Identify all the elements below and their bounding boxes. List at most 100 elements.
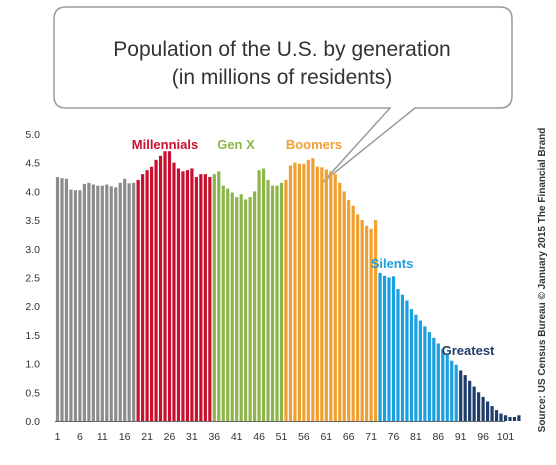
x-tick-label: 26	[164, 431, 176, 443]
bar	[239, 194, 243, 421]
bar	[459, 370, 463, 421]
bar	[320, 167, 324, 421]
x-tick-label: 56	[298, 431, 310, 443]
bar	[288, 165, 293, 421]
bar	[203, 174, 207, 421]
bar	[78, 190, 82, 421]
bar	[266, 179, 270, 421]
series-label: Millennials	[132, 137, 198, 152]
bar	[472, 386, 476, 421]
bar	[338, 182, 342, 421]
bar	[302, 163, 306, 421]
bar	[158, 155, 163, 421]
x-tick-label: 11	[97, 431, 108, 443]
bar	[477, 392, 481, 421]
bar	[257, 170, 261, 421]
bar	[512, 416, 517, 421]
bar	[105, 184, 109, 421]
x-tick-label: 16	[119, 431, 131, 443]
x-tick-label: 91	[455, 431, 467, 443]
bar	[391, 276, 396, 421]
bar	[445, 354, 449, 421]
bar	[387, 277, 391, 421]
x-tick-label: 41	[231, 431, 243, 443]
x-tick-label: 66	[343, 431, 355, 443]
bar	[400, 294, 405, 421]
bar	[441, 349, 445, 421]
x-tick-label: 71	[365, 431, 377, 443]
chart-title: Population of the U.S. by generation	[113, 38, 450, 61]
x-tick-label: 101	[497, 431, 515, 443]
x-tick-label: 81	[410, 431, 422, 443]
bar	[324, 169, 328, 421]
bar	[503, 415, 508, 421]
y-tick-label: 3.5	[25, 215, 40, 227]
bar	[297, 163, 302, 421]
bar	[436, 343, 440, 421]
bar	[167, 151, 172, 421]
bar	[230, 192, 234, 421]
bar	[114, 187, 118, 421]
bar	[55, 177, 60, 421]
x-axis: 1 6 11 16 21 26 31 36 41 46 51 56 61 66 71 76 81 86 91 96 10…	[55, 421, 515, 443]
bar	[279, 182, 284, 421]
bar	[127, 183, 131, 421]
bar	[132, 182, 136, 421]
bar	[96, 185, 100, 421]
series-label: Silents	[371, 256, 414, 271]
bar	[365, 225, 369, 421]
y-tick-label: 5.0	[25, 129, 40, 141]
bar	[517, 415, 521, 421]
x-tick-label: 46	[253, 431, 265, 443]
bar	[463, 375, 467, 421]
y-axis: 0.0 0.5 1.0 1.5 2.0 2.5 3.0 3.5 4.0 4.5 5.0	[25, 129, 40, 428]
bar	[194, 177, 198, 421]
x-tick-label: 1	[55, 431, 61, 443]
bar	[149, 166, 154, 421]
bar	[333, 174, 337, 421]
bar	[270, 185, 275, 421]
bar	[284, 179, 288, 421]
series-label: Gen X	[217, 137, 255, 152]
bar	[212, 174, 216, 421]
bar	[248, 197, 252, 421]
x-tick-label: 96	[477, 431, 489, 443]
bar	[100, 185, 104, 421]
bar	[82, 183, 86, 421]
y-tick-label: 2.5	[25, 273, 40, 285]
bar	[347, 200, 351, 421]
x-tick-label: 31	[186, 431, 198, 443]
bar	[172, 162, 176, 421]
bar	[468, 380, 472, 421]
bar	[123, 178, 127, 421]
bar	[418, 320, 422, 421]
bar	[342, 191, 346, 421]
bar	[414, 314, 418, 421]
title-callout	[53, 6, 513, 183]
bar	[306, 159, 310, 421]
bar	[221, 185, 225, 421]
bar	[190, 168, 194, 421]
bar	[378, 272, 382, 421]
bar	[87, 182, 91, 421]
bars-group	[55, 151, 521, 422]
bar	[181, 171, 185, 421]
y-tick-label: 4.0	[25, 186, 40, 198]
bar	[145, 170, 149, 421]
bar	[450, 360, 454, 421]
bar	[208, 177, 212, 421]
bar	[217, 171, 221, 421]
bar	[405, 300, 409, 421]
bar	[60, 178, 64, 421]
bar	[499, 413, 503, 421]
bar	[351, 205, 355, 421]
bar	[409, 309, 414, 421]
generation-labels: Millennials Gen X Boomers Silents Greatest	[132, 137, 495, 358]
bar	[454, 364, 458, 421]
bar	[154, 159, 158, 421]
bar	[163, 151, 167, 421]
y-tick-label: 0.5	[25, 387, 40, 399]
bar	[235, 197, 239, 421]
bar	[275, 185, 279, 421]
